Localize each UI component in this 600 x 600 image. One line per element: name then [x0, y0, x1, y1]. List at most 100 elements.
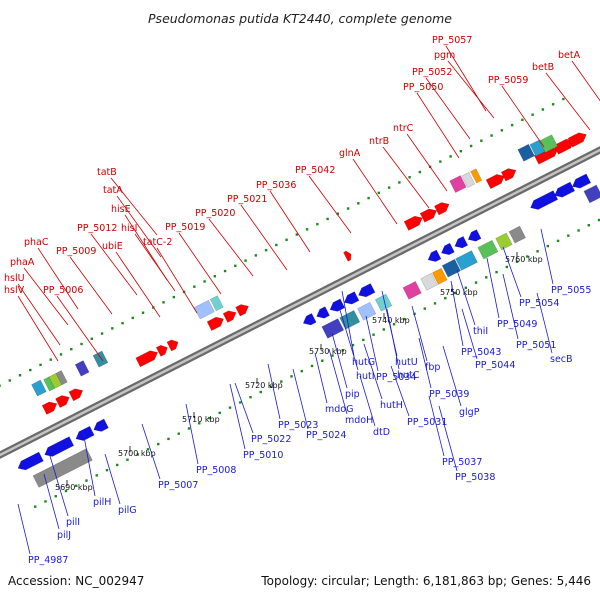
forward-block-10 — [470, 168, 483, 184]
dot-top — [439, 160, 442, 163]
dot-bottom — [44, 500, 47, 503]
forward-gene-7 — [222, 310, 237, 323]
reverse-block-10 — [477, 239, 499, 260]
forward-gene-9-shape — [343, 250, 352, 262]
dot-bottom — [341, 349, 344, 352]
forward-label: hslV — [4, 285, 25, 296]
forward-block-3 — [55, 370, 68, 386]
dot-top — [398, 181, 401, 184]
dot-bottom — [515, 260, 519, 263]
reverse-leader — [442, 345, 462, 407]
forward-leader — [124, 214, 168, 281]
dot-top — [49, 358, 52, 361]
reverse-block-12-shape — [508, 225, 526, 244]
dot-bottom — [208, 416, 211, 420]
forward-block-5 — [92, 350, 109, 368]
dot-top — [469, 144, 473, 148]
forward-gene-14 — [500, 168, 517, 182]
dot-top — [285, 238, 288, 241]
dot-bottom — [146, 448, 150, 451]
reverse-label: PP_5024 — [306, 430, 346, 441]
dot-top — [223, 269, 227, 273]
dot-bottom — [423, 307, 426, 310]
backbone-highlight — [0, 148, 600, 457]
dot-top — [336, 212, 340, 215]
reverse-label: pip — [345, 389, 360, 400]
reverse-gene-13 — [530, 190, 559, 210]
dot-top — [531, 113, 534, 116]
reverse-label: thiI — [473, 326, 488, 337]
forward-leader — [308, 175, 352, 234]
reverse-gene-15 — [572, 173, 592, 189]
dot-top — [387, 186, 391, 189]
reverse-leader — [381, 290, 398, 357]
reverse-label: secB — [550, 354, 573, 365]
forward-leader — [382, 146, 430, 209]
forward-block-0 — [31, 379, 47, 397]
forward-label: hslU — [4, 273, 25, 284]
dot-bottom — [259, 390, 262, 394]
forward-block-4-shape — [74, 360, 90, 377]
reverse-label: glgP — [459, 407, 480, 418]
reverse-leader — [328, 348, 348, 415]
dot-bottom — [331, 354, 334, 357]
dot-bottom — [485, 276, 488, 279]
reverse-leader — [359, 375, 376, 427]
dot-top — [213, 275, 217, 278]
reverse-leader — [341, 290, 355, 357]
reverse-leader — [438, 405, 458, 472]
forward-leader — [501, 85, 545, 148]
dot-top — [480, 139, 483, 142]
dot-top — [244, 259, 247, 262]
forward-leader — [269, 190, 311, 253]
label-leaders — [17, 45, 600, 555]
reverse-gene-2 — [75, 425, 95, 441]
reverse-gene-8 — [358, 283, 376, 298]
reverse-label: PP_5010 — [243, 450, 283, 461]
forward-leader — [90, 233, 138, 296]
forward-block-8-shape — [449, 175, 467, 193]
dot-bottom — [321, 359, 324, 362]
dot-top — [449, 155, 452, 158]
dot-bottom — [556, 239, 560, 243]
tick-label: 5710 kbp — [182, 415, 220, 424]
reverse-gene-12-shape — [467, 229, 482, 242]
forward-gene-0 — [41, 401, 58, 415]
forward-block-0-shape — [31, 379, 47, 397]
reverse-leader — [339, 309, 359, 371]
reverse-gene-4-shape — [302, 313, 317, 326]
dot-top — [316, 222, 319, 226]
reverse-block-12 — [508, 225, 526, 244]
dot-bottom — [526, 255, 529, 258]
dot-bottom — [198, 422, 201, 425]
forward-gene-5-shape — [166, 339, 179, 352]
reverse-block-1-shape — [321, 318, 345, 339]
reverse-gene-3-shape — [93, 418, 109, 432]
reverse-block-3-shape — [357, 301, 377, 321]
forward-block-7-shape — [209, 295, 224, 312]
dot-bottom — [597, 218, 600, 222]
forward-leader — [116, 195, 162, 258]
reverse-gene-10-shape — [441, 242, 455, 256]
reverse-label: hutU — [395, 357, 418, 368]
reverse-block-8 — [441, 258, 461, 278]
dot-top — [29, 368, 32, 372]
dot-bottom — [177, 432, 180, 435]
forward-block-11 — [517, 143, 535, 162]
reverse-block-13 — [583, 184, 600, 204]
dot-bottom — [249, 396, 252, 399]
reverse-leader — [450, 280, 464, 347]
forward-leader — [178, 232, 222, 295]
reverse-gene-11 — [454, 236, 469, 249]
reverse-leader — [267, 363, 281, 420]
forward-leader — [56, 295, 104, 362]
tick-label: 5720 kbp — [245, 381, 283, 390]
dot-top — [275, 243, 278, 247]
forward-gene-17-shape — [567, 132, 587, 148]
forward-block-8 — [449, 175, 467, 193]
reverse-leader — [502, 273, 519, 340]
reverse-block-6-shape — [420, 272, 438, 291]
forward-label: PP_5009 — [56, 246, 96, 257]
gene-features — [17, 132, 600, 488]
